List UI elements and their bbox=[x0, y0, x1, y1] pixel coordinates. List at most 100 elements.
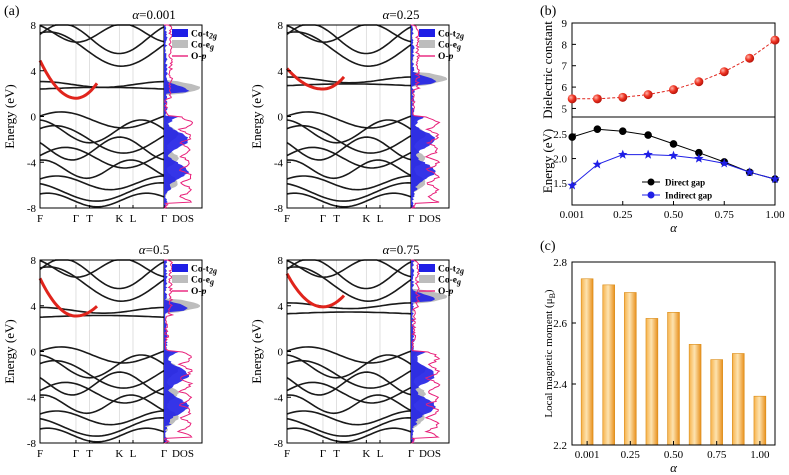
y-tick-label: 2.5 bbox=[553, 129, 567, 141]
band-line bbox=[286, 175, 412, 191]
band-line bbox=[286, 119, 412, 144]
y-tick-label: 0 bbox=[31, 112, 37, 124]
legend-label-op: O-p bbox=[438, 287, 454, 297]
band-line bbox=[286, 192, 412, 208]
y-tick-label: -8 bbox=[274, 203, 284, 215]
moment-bar-3 bbox=[645, 318, 659, 446]
band-line bbox=[286, 181, 412, 202]
dielectric-point bbox=[770, 35, 780, 45]
x-tick-label: 1.00 bbox=[765, 209, 785, 221]
dielectric-point bbox=[567, 94, 577, 104]
band-line bbox=[286, 410, 412, 426]
band-line bbox=[39, 181, 165, 202]
x-tick-label: 0.25 bbox=[621, 449, 641, 461]
legend-label-t2g: Co-t2g bbox=[191, 265, 217, 276]
y-tick-label: -4 bbox=[274, 392, 284, 404]
dos-t2g-fill bbox=[411, 260, 436, 443]
moment-bar-8 bbox=[753, 395, 767, 446]
band-line bbox=[286, 31, 412, 68]
dos-t2g-fill bbox=[164, 260, 190, 443]
legend-label-t2g: Co-t2g bbox=[438, 265, 464, 276]
y-tick-label: 5 bbox=[562, 103, 568, 115]
y-tick-label: -4 bbox=[27, 157, 37, 169]
y-tick-label: 1.5 bbox=[553, 178, 567, 190]
band-line bbox=[286, 416, 412, 437]
dielectric-point bbox=[719, 67, 729, 77]
dielectric-axis-label: Dielectric constant bbox=[540, 21, 555, 119]
legend-label-op: O-p bbox=[438, 52, 454, 62]
band-line bbox=[287, 302, 412, 310]
k-label-f: F bbox=[37, 448, 43, 460]
band-line bbox=[39, 159, 165, 180]
legend-label-eg: Co-eg bbox=[191, 276, 214, 287]
y-tick-label: 9 bbox=[562, 18, 568, 30]
dos-op-line bbox=[410, 259, 441, 444]
y-tick-label: 4 bbox=[31, 301, 37, 313]
band-line bbox=[39, 259, 165, 279]
band-line bbox=[286, 159, 412, 180]
dielectric-gap-panel: 5 6 7 8 9 Dielectric constant 1.5 2.0 2.5Energy … bbox=[540, 18, 785, 235]
direct-gap-point bbox=[695, 148, 703, 157]
x-axis-label: α bbox=[670, 220, 678, 235]
dos-op-line bbox=[163, 259, 194, 444]
k-label-f: F bbox=[37, 213, 43, 225]
highlight-band-line bbox=[38, 277, 99, 318]
y-tick-label: 8 bbox=[278, 20, 284, 32]
band-line bbox=[39, 354, 165, 379]
panel-title: α=0.5 bbox=[139, 242, 169, 257]
y-axis-label: Energy (eV) bbox=[2, 319, 17, 383]
k-label-k: K bbox=[115, 448, 123, 460]
direct-gap-point bbox=[593, 125, 602, 134]
y-tick-label: 2.8 bbox=[553, 257, 567, 269]
band-line bbox=[286, 427, 412, 443]
k-label-l: L bbox=[377, 213, 384, 225]
legend-swatch-t2g bbox=[419, 29, 435, 37]
legend-swatch-eg bbox=[419, 40, 435, 48]
band-line bbox=[39, 111, 165, 129]
indirect-gap-point bbox=[744, 167, 755, 177]
moment-bar-1 bbox=[602, 284, 615, 446]
highlight-band-line bbox=[285, 67, 346, 91]
direct-gap-point bbox=[644, 131, 652, 139]
band-line bbox=[286, 24, 412, 55]
band-line bbox=[286, 266, 412, 303]
indirect-gap-point bbox=[770, 174, 780, 184]
k-label-l: L bbox=[130, 448, 137, 460]
band-line bbox=[286, 136, 412, 161]
k-label-k: K bbox=[362, 213, 370, 225]
x-tick-label: 0.75 bbox=[715, 209, 735, 221]
x-tick-label: 0.50 bbox=[664, 449, 684, 461]
band-line bbox=[39, 371, 165, 396]
x-tick-label: 0.001 bbox=[575, 449, 600, 461]
legend-swatch-t2g bbox=[172, 29, 188, 37]
y-tick-label: -8 bbox=[27, 438, 37, 450]
band-line bbox=[39, 346, 165, 364]
y-axis-label: Energy (eV) bbox=[249, 319, 264, 383]
legend-label-op: O-p bbox=[191, 287, 207, 297]
moment-bar-2 bbox=[624, 292, 637, 446]
legend-marker-indirect bbox=[647, 191, 655, 199]
legend-label-op: O-p bbox=[191, 52, 207, 62]
band-line bbox=[39, 394, 165, 415]
direct-gap-point bbox=[568, 133, 577, 141]
band-line bbox=[286, 346, 412, 364]
legend-label-eg: Co-eg bbox=[438, 276, 461, 287]
k-label-k: K bbox=[362, 448, 370, 460]
dielectric-point bbox=[694, 77, 704, 87]
band-line bbox=[39, 259, 165, 290]
band-line bbox=[39, 427, 165, 443]
band-line bbox=[39, 31, 165, 68]
y-tick-label: 4 bbox=[278, 301, 284, 313]
y-tick-label: 2.2 bbox=[553, 440, 567, 452]
k-label-t: T bbox=[86, 213, 93, 225]
legend-label-indirect: Indirect gap bbox=[665, 191, 712, 201]
legend-swatch-eg bbox=[419, 275, 435, 283]
band-line bbox=[286, 259, 412, 279]
y-tick-label: -4 bbox=[27, 392, 37, 404]
